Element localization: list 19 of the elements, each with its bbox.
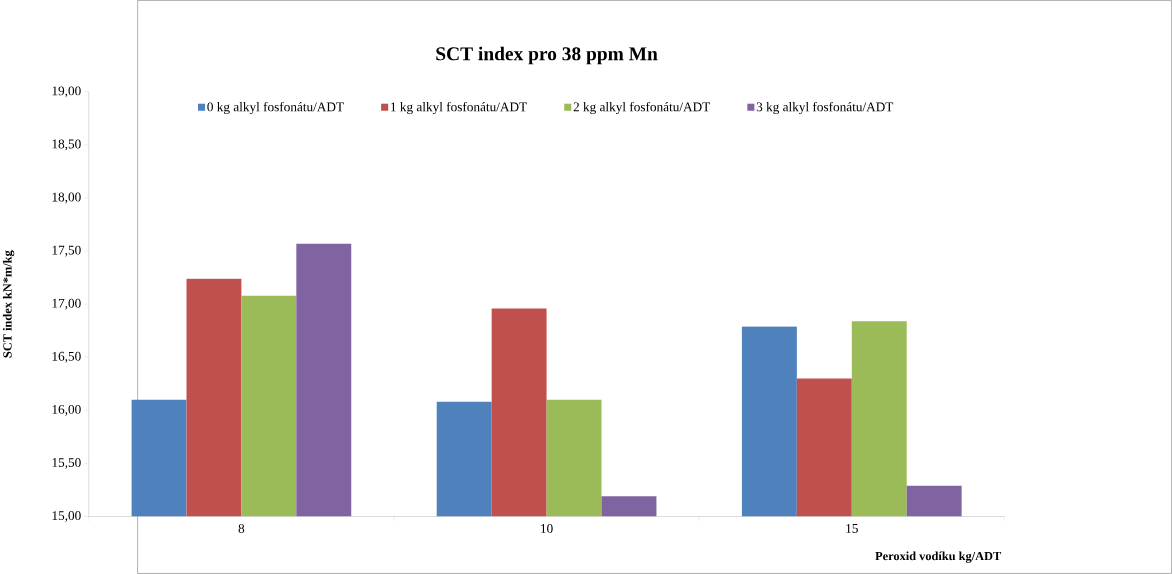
- y-tick-label: 18,50: [52, 139, 81, 151]
- y-tick-label: 15,50: [52, 458, 81, 469]
- chart-title: SCT index pro 38 ppm Mn: [436, 46, 658, 65]
- y-axis-title: SCT index kN*m/kg: [2, 250, 15, 358]
- y-tick-label: 16,00: [52, 404, 81, 416]
- x-tick-label: 8: [238, 524, 245, 534]
- x-tick-label: 15: [846, 524, 858, 533]
- legend-label: 1 kg alkyl fosfonátu/ADT: [391, 101, 527, 115]
- y-tick-label: 17,50: [52, 245, 81, 257]
- legend-label: 3 kg alkyl fosfonátu/ADT: [756, 101, 894, 115]
- x-axis-title: Peroxid vodíku kg/ADT: [875, 551, 1002, 563]
- y-tick-label: 16,50: [52, 351, 81, 363]
- y-tick-label: 18,00: [52, 192, 81, 204]
- legend-label: 0 kg alkyl fosfonátu/ADT: [207, 101, 344, 115]
- legend-label: 2 kg alkyl fosfonátu/ADT: [573, 101, 711, 115]
- x-tick-label: 10: [541, 524, 553, 534]
- y-tick-label: 17,00: [52, 298, 81, 310]
- y-tick-label: 15,00: [52, 511, 81, 522]
- y-tick-label: 19,00: [52, 86, 81, 98]
